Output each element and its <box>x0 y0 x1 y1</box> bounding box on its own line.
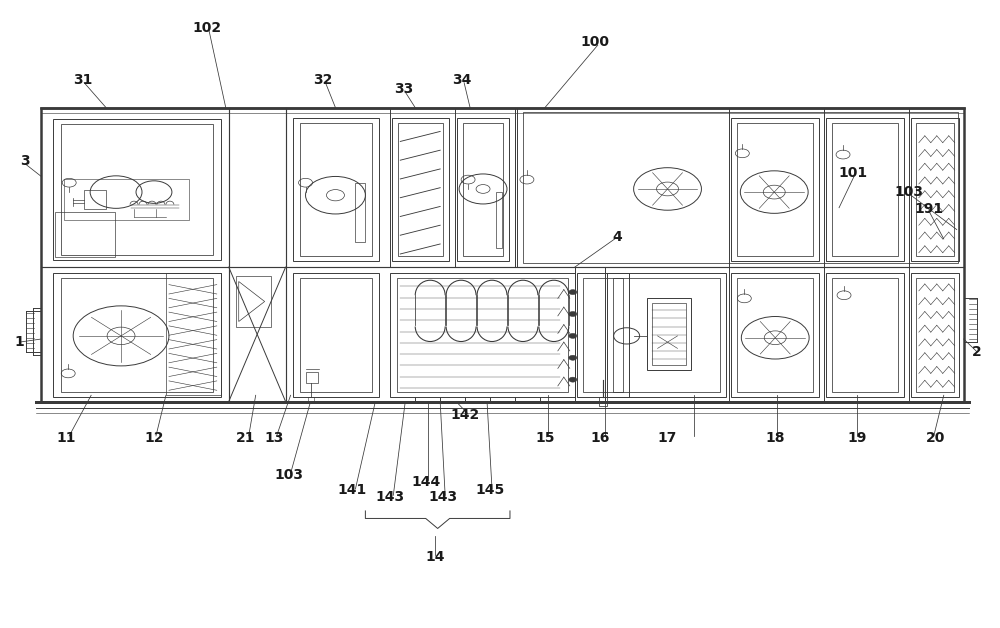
Bar <box>911 118 959 261</box>
Bar <box>523 112 958 263</box>
Bar <box>916 278 954 392</box>
Bar <box>293 273 379 396</box>
Text: 17: 17 <box>658 431 677 445</box>
Bar <box>607 273 726 396</box>
Bar <box>300 278 372 392</box>
Text: 145: 145 <box>475 484 505 497</box>
Bar <box>583 278 623 392</box>
Bar <box>826 273 904 396</box>
Text: 144: 144 <box>412 475 441 489</box>
Bar <box>463 122 503 256</box>
Bar <box>390 273 575 396</box>
Bar <box>647 298 691 371</box>
Text: 12: 12 <box>144 431 164 445</box>
Bar <box>166 273 221 395</box>
Text: 16: 16 <box>590 431 609 445</box>
Bar <box>731 273 819 396</box>
Text: 21: 21 <box>236 431 255 445</box>
Bar <box>731 118 819 261</box>
Text: 103: 103 <box>894 185 923 199</box>
Text: 31: 31 <box>73 73 93 87</box>
Bar <box>53 119 221 259</box>
Text: 2: 2 <box>972 345 982 359</box>
Bar <box>53 273 221 396</box>
Circle shape <box>569 290 577 295</box>
Bar <box>300 122 372 256</box>
Text: 142: 142 <box>450 408 480 422</box>
Bar <box>916 122 954 256</box>
Bar <box>392 118 449 261</box>
Bar <box>308 397 314 403</box>
Text: 100: 100 <box>580 35 609 49</box>
Circle shape <box>569 333 577 338</box>
Bar <box>737 122 813 256</box>
Bar <box>832 278 898 392</box>
Text: 143: 143 <box>429 490 458 504</box>
Bar <box>236 276 271 327</box>
Text: 18: 18 <box>765 431 785 445</box>
Bar <box>41 107 964 401</box>
Bar <box>517 107 964 267</box>
Text: 3: 3 <box>21 154 30 168</box>
Text: 32: 32 <box>313 73 332 87</box>
Bar <box>84 190 106 209</box>
Text: 4: 4 <box>613 230 623 244</box>
Bar <box>911 273 959 396</box>
Text: 102: 102 <box>192 21 221 35</box>
Circle shape <box>569 355 577 360</box>
Text: 101: 101 <box>838 166 868 180</box>
Text: 143: 143 <box>376 490 405 504</box>
Bar <box>293 118 379 261</box>
Bar <box>61 278 213 391</box>
Bar <box>355 183 365 242</box>
Bar <box>306 372 318 383</box>
Circle shape <box>569 377 577 382</box>
Circle shape <box>569 311 577 317</box>
Bar <box>599 396 607 406</box>
Text: 20: 20 <box>926 431 945 445</box>
Bar <box>55 212 115 257</box>
Text: 11: 11 <box>56 431 76 445</box>
Text: 141: 141 <box>338 484 367 497</box>
Bar <box>826 118 904 261</box>
Bar <box>61 124 213 254</box>
Text: 191: 191 <box>914 202 943 216</box>
Text: 1: 1 <box>14 335 24 349</box>
Bar <box>613 278 720 392</box>
Bar <box>577 273 629 396</box>
Text: 33: 33 <box>394 82 413 96</box>
Bar <box>397 278 568 392</box>
Bar <box>652 303 686 365</box>
Bar <box>457 118 509 261</box>
Bar <box>832 122 898 256</box>
Bar <box>398 122 443 256</box>
Text: 15: 15 <box>535 431 555 445</box>
Bar <box>737 278 813 392</box>
Text: 19: 19 <box>847 431 867 445</box>
Bar <box>64 179 189 220</box>
Text: 14: 14 <box>425 550 445 563</box>
Text: 103: 103 <box>274 468 303 482</box>
Text: 34: 34 <box>452 73 472 87</box>
Text: 13: 13 <box>264 431 283 445</box>
Bar <box>496 192 502 248</box>
